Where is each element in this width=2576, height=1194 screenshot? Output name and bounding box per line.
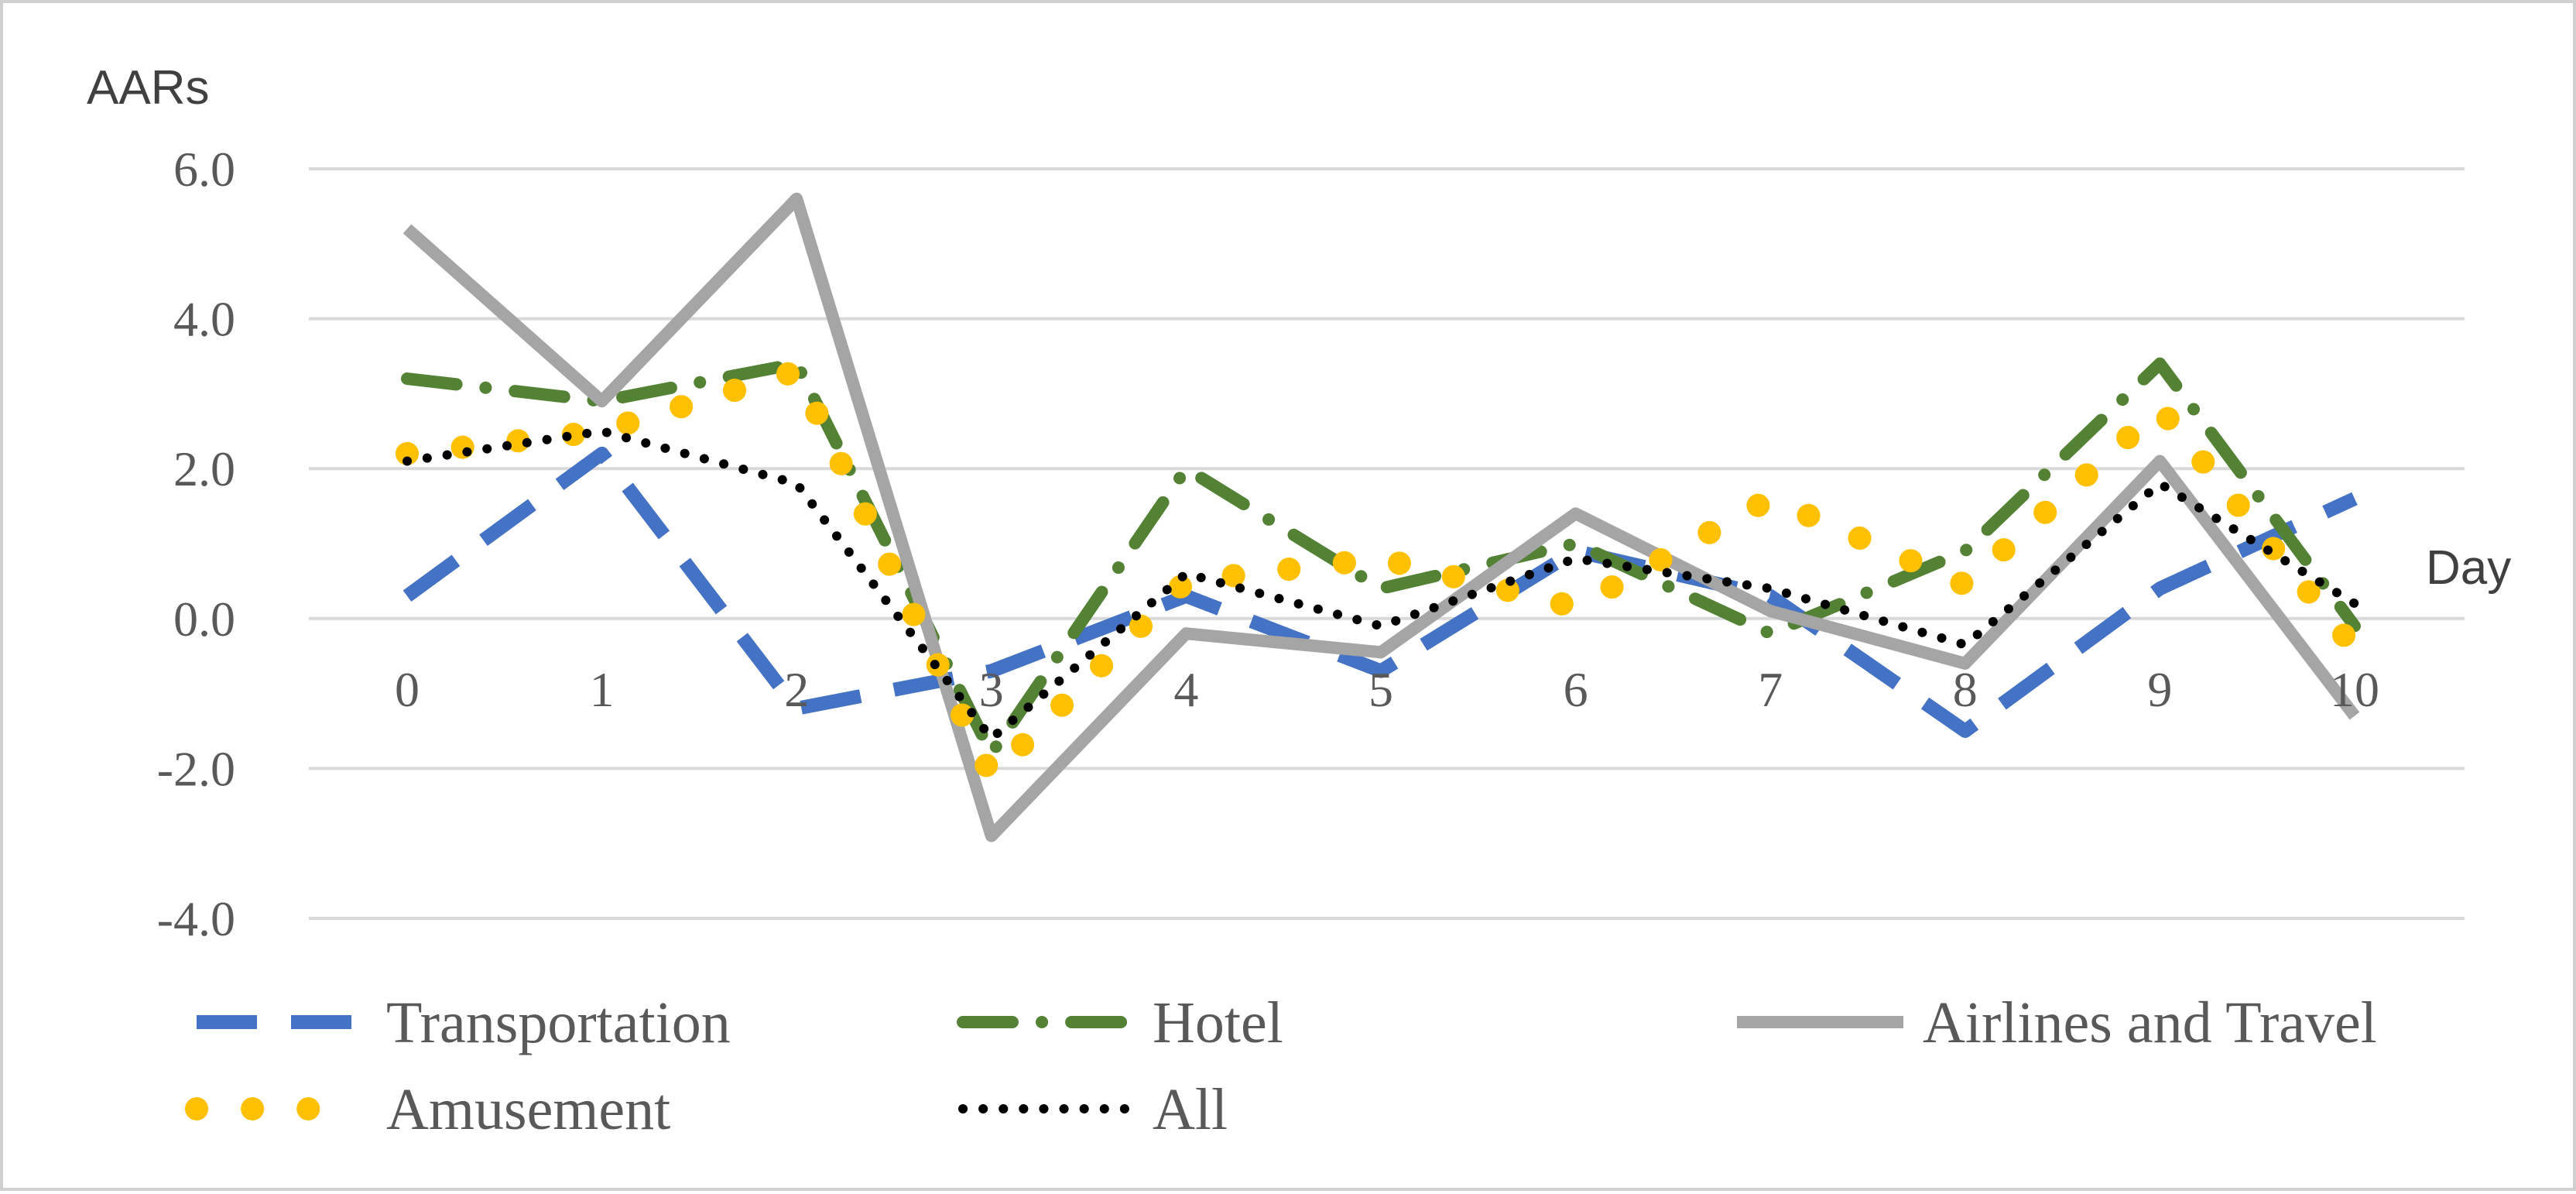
x-tick-label: 10 bbox=[2330, 662, 2379, 717]
x-tick-label: 8 bbox=[1953, 662, 1978, 717]
gridlines bbox=[309, 167, 2465, 920]
series-line-amusement bbox=[396, 359, 2366, 788]
y-axis-ticks: 6.0 4.0 2.0 0.0 -2.0 -4.0 bbox=[157, 142, 235, 946]
y-tick-label: -4.0 bbox=[157, 891, 235, 946]
x-tick-label: 4 bbox=[1173, 662, 1198, 717]
x-tick-label: 9 bbox=[2147, 662, 2172, 717]
series-lines bbox=[396, 192, 2366, 842]
y-tick-label: 0.0 bbox=[173, 592, 235, 647]
y-tick-label: 4.0 bbox=[173, 292, 235, 347]
legend-label: All bbox=[1153, 1077, 1228, 1142]
x-axis-title: Day bbox=[2426, 541, 2511, 595]
series-line-transportation bbox=[402, 446, 2358, 738]
legend-label: Airlines and Travel bbox=[1923, 990, 2377, 1055]
legend-label: Amusement bbox=[386, 1077, 670, 1142]
line-chart: 6.0 4.0 2.0 0.0 -2.0 -4.0 0 1 2 3 4 5 6 7 8 9 10 AARs D… bbox=[87, 61, 2511, 1142]
x-tick-label: 3 bbox=[979, 662, 1004, 717]
x-axis-ticks: 0 1 2 3 4 5 6 7 8 9 10 bbox=[395, 662, 2379, 717]
x-tick-label: 2 bbox=[784, 662, 809, 717]
series-line-hotel bbox=[401, 357, 2361, 760]
x-tick-label: 6 bbox=[1564, 662, 1588, 717]
y-tick-label: -2.0 bbox=[157, 741, 235, 796]
series-line-all bbox=[402, 426, 2359, 743]
legend-label: Hotel bbox=[1153, 990, 1283, 1055]
legend: Transportation Hotel Airlines and Travel Am… bbox=[185, 990, 2377, 1142]
y-tick-label: 6.0 bbox=[173, 142, 235, 197]
y-tick-label: 2.0 bbox=[173, 441, 235, 496]
series-line-airlines-and-travel bbox=[402, 192, 2360, 842]
x-tick-label: 0 bbox=[395, 662, 420, 717]
y-axis-title: AARs bbox=[87, 61, 209, 115]
x-tick-label: 1 bbox=[590, 662, 615, 717]
x-tick-label: 5 bbox=[1368, 662, 1393, 717]
x-tick-label: 7 bbox=[1758, 662, 1783, 717]
legend-label: Transportation bbox=[386, 990, 731, 1055]
